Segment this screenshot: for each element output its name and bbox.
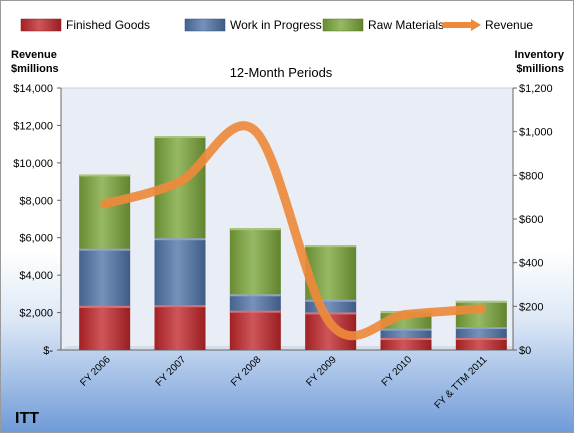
bar-top-highlight (455, 337, 507, 340)
bar-work-in-progress (154, 238, 206, 306)
bar-top-highlight (229, 294, 281, 297)
left-tick-label: $6,000 (19, 233, 53, 245)
left-axis-title-units: $millions (11, 63, 59, 75)
bar-top-highlight (229, 228, 281, 231)
bar-raw-materials (79, 174, 131, 249)
bar-top-highlight (154, 136, 206, 139)
x-tick-label: FY 2008 (229, 354, 264, 389)
x-tick-label: FY 2009 (304, 354, 339, 389)
right-tick-label: $1,000 (519, 127, 553, 139)
left-tick-label: $10,000 (13, 158, 53, 170)
bar-work-in-progress (380, 328, 432, 338)
x-tick-label: FY 2010 (380, 354, 415, 389)
bar-finished-goods (229, 310, 281, 350)
bar-top-highlight (305, 312, 357, 315)
bar-top-highlight (79, 305, 131, 308)
legend-label: Work in Progress (230, 18, 322, 32)
bar-work-in-progress (455, 327, 507, 338)
bar-top-highlight (79, 174, 131, 177)
bar-work-in-progress (79, 248, 131, 306)
bar-work-in-progress (229, 294, 281, 311)
right-axis-title: Inventory (514, 49, 564, 61)
bar-top-highlight (79, 248, 131, 251)
legend-swatch-finished-goods (20, 18, 62, 32)
bar-finished-goods (79, 305, 131, 350)
legend-label: Revenue (485, 18, 533, 32)
right-tick-label: $0 (519, 345, 531, 357)
legend-label: Finished Goods (66, 18, 150, 32)
bar-top-highlight (229, 310, 281, 313)
right-tick-label: $800 (519, 170, 543, 182)
bar-top-highlight (455, 300, 507, 303)
x-tick-label: FY 2006 (78, 354, 113, 389)
bar-top-highlight (305, 299, 357, 302)
right-tick-label: $200 (519, 301, 543, 313)
right-tick-label: $400 (519, 258, 543, 270)
x-tick-label: FY 2007 (154, 354, 189, 389)
left-tick-label: $12,000 (13, 120, 53, 132)
bar-top-highlight (380, 328, 432, 331)
left-tick-label: $14,000 (13, 83, 53, 95)
bar-finished-goods (380, 337, 432, 350)
right-axis-title-units: $millions (516, 63, 564, 75)
legend-swatch-raw-materials (322, 18, 364, 32)
left-tick-label: $2,000 (19, 308, 53, 320)
left-axis-title: Revenue (11, 49, 57, 61)
bar-top-highlight (305, 245, 357, 248)
right-tick-label: $600 (519, 214, 543, 226)
x-tick-label: FY & TTM 2011 (433, 354, 490, 411)
bar-finished-goods (455, 337, 507, 350)
bar-raw-materials (229, 228, 281, 295)
company-name: ITT (15, 410, 39, 427)
bar-finished-goods (154, 305, 206, 350)
bar-top-highlight (380, 337, 432, 340)
bar-top-highlight (455, 327, 507, 330)
left-tick-label: $4,000 (19, 270, 53, 282)
legend-arrow (471, 19, 481, 31)
left-tick-label: $- (43, 345, 53, 357)
bar-top-highlight (154, 305, 206, 308)
left-tick-label: $8,000 (19, 195, 53, 207)
legend-swatch-work-in-progress (184, 18, 226, 32)
bar-top-highlight (154, 238, 206, 241)
chart-title: 12-Month Periods (230, 65, 333, 80)
right-tick-label: $1,200 (519, 83, 553, 95)
legend-label: Raw Materials (368, 18, 444, 32)
